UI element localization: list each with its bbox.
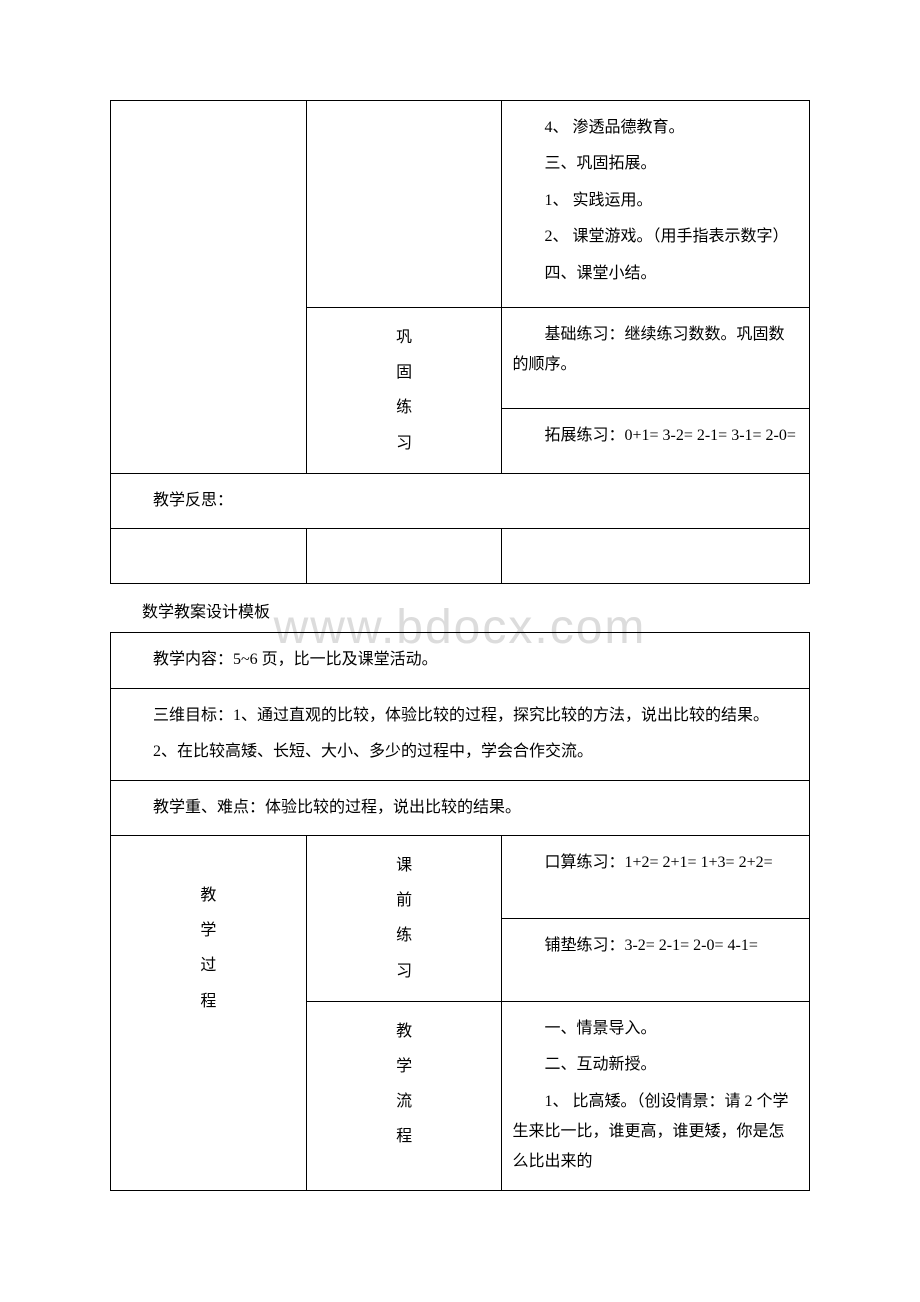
process-label-char: 过 bbox=[121, 948, 296, 983]
prep-practice: 铺垫练习：3-2= 2-1= 2-0= 4-1= bbox=[502, 918, 810, 1001]
empty-cell bbox=[306, 529, 502, 584]
pre-label-char: 课 bbox=[317, 848, 492, 883]
flow-label-char: 流 bbox=[317, 1084, 492, 1119]
teaching-flow-label: 教 学 流 程 bbox=[306, 1001, 502, 1190]
three-dim-goals: 三维目标：1、通过直观的比较，体验比较的过程，探究比较的方法，说出比较的结果。 … bbox=[111, 688, 810, 780]
process-label-char: 学 bbox=[121, 913, 296, 948]
goal-1: 三维目标：1、通过直观的比较，体验比较的过程，探究比较的方法，说出比较的结果。 bbox=[121, 701, 799, 731]
practice-label: 巩 固 练 习 bbox=[306, 307, 502, 473]
goal-2: 2、在比较高矮、长短、大小、多少的过程中，学会合作交流。 bbox=[121, 737, 799, 767]
flow-section-3: 三、巩固拓展。 bbox=[512, 149, 799, 179]
flow-label-char: 教 bbox=[317, 1014, 492, 1049]
lesson-table-1: 4、 渗透品德教育。 三、巩固拓展。 1、 实践运用。 2、 课堂游戏。（用手指… bbox=[110, 100, 810, 584]
practice-basic: 基础练习：继续练习数数。巩固数的顺序。 bbox=[502, 307, 810, 408]
practice-label-char: 练 bbox=[317, 390, 492, 425]
prep-practice-text: 铺垫练习：3-2= 2-1= 2-0= 4-1= bbox=[512, 931, 799, 961]
oral-practice: 口算练习：1+2= 2+1= 1+3= 2+2= bbox=[502, 836, 810, 919]
practice-ext-text: 拓展练习：0+1= 3-2= 2-1= 3-1= 2-0= bbox=[512, 421, 799, 451]
teaching-reflection: 教学反思： bbox=[111, 473, 810, 528]
practice-basic-text: 基础练习：继续练习数数。巩固数的顺序。 bbox=[512, 320, 799, 381]
flow-label-char: 程 bbox=[317, 1119, 492, 1154]
empty-cell bbox=[111, 529, 307, 584]
flow-label-char: 学 bbox=[317, 1049, 492, 1084]
flow2-p2: 二、互动新授。 bbox=[512, 1050, 799, 1080]
pre-label-char: 练 bbox=[317, 918, 492, 953]
teaching-flow-content: 一、情景导入。 二、互动新授。 1、 比高矮。（创设情景：请 2 个学生来比一比… bbox=[502, 1001, 810, 1190]
practice-label-char: 固 bbox=[317, 355, 492, 390]
pre-label-char: 习 bbox=[317, 954, 492, 989]
flow2-p3: 1、 比高矮。（创设情景：请 2 个学生来比一比，谁更高，谁更矮，你是怎么比出来… bbox=[512, 1087, 799, 1178]
table1-flow-content: 4、 渗透品德教育。 三、巩固拓展。 1、 实践运用。 2、 课堂游戏。（用手指… bbox=[502, 101, 810, 308]
flow-item-3-1: 1、 实践运用。 bbox=[512, 186, 799, 216]
process-label-char: 程 bbox=[121, 984, 296, 1019]
pre-practice-label: 课 前 练 习 bbox=[306, 836, 502, 1002]
oral-practice-text: 口算练习：1+2= 2+1= 1+3= 2+2= bbox=[512, 848, 799, 878]
flow-section-4: 四、课堂小结。 bbox=[512, 259, 799, 289]
practice-label-char: 习 bbox=[317, 426, 492, 461]
flow-item-3-2: 2、 课堂游戏。（用手指表示数字） bbox=[512, 222, 799, 252]
table1-left-empty bbox=[111, 101, 307, 474]
empty-cell bbox=[502, 529, 810, 584]
section-title: 数学教案设计模板 bbox=[110, 584, 810, 632]
teaching-process-label: 教 学 过 程 bbox=[111, 836, 307, 1191]
key-difficulty: 教学重、难点：体验比较的过程，说出比较的结果。 bbox=[111, 780, 810, 835]
flow-item-4: 4、 渗透品德教育。 bbox=[512, 113, 799, 143]
flow2-p1: 一、情景导入。 bbox=[512, 1014, 799, 1044]
lesson-table-2: 教学内容：5~6 页，比一比及课堂活动。 三维目标：1、通过直观的比较，体验比较… bbox=[110, 632, 810, 1190]
pre-label-char: 前 bbox=[317, 883, 492, 918]
process-label-char: 教 bbox=[121, 878, 296, 913]
teaching-content: 教学内容：5~6 页，比一比及课堂活动。 bbox=[111, 633, 810, 688]
table1-flow-label-empty bbox=[306, 101, 502, 308]
practice-label-char: 巩 bbox=[317, 320, 492, 355]
practice-extension: 拓展练习：0+1= 3-2= 2-1= 3-1= 2-0= bbox=[502, 408, 810, 473]
